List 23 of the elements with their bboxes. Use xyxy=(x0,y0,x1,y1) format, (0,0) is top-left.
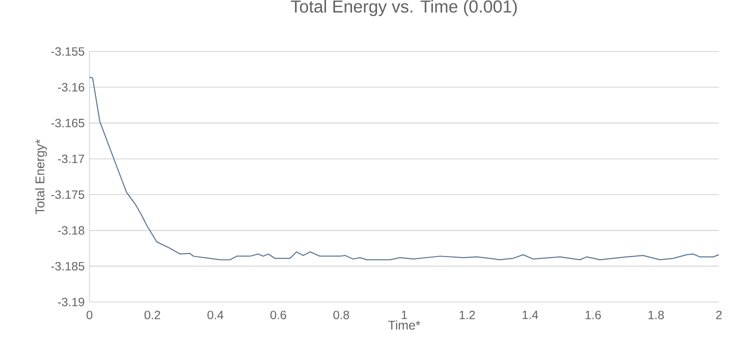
y-tick-label: -3.19 xyxy=(58,298,84,306)
x-tick-label: 1.8 xyxy=(648,310,664,320)
x-tick-label: 0.2 xyxy=(144,310,160,320)
y-tick-label: -3.17 xyxy=(58,154,84,164)
line-series xyxy=(89,76,719,260)
x-tick-label: 0.6 xyxy=(270,310,286,320)
y-tick-label: -3.155 xyxy=(51,47,84,56)
y-tick-label: -3.175 xyxy=(51,190,84,199)
y-axis-title: Total Energy* xyxy=(35,139,47,214)
x-tick-label: 1.4 xyxy=(522,310,538,319)
y-tick-label: -3.16 xyxy=(58,83,84,92)
x-tick-label: 0.8 xyxy=(333,310,350,320)
y-tick-label: -3.185 xyxy=(51,262,84,270)
x-tick-label: 1.6 xyxy=(586,310,601,320)
x-axis-title: Time* xyxy=(388,320,420,330)
x-tick-label: 2 xyxy=(716,310,722,320)
x-tick-label: 0.4 xyxy=(207,310,224,320)
y-tick-label: -3.18 xyxy=(58,226,84,235)
chart-title: Total Energy vs. Time (0.001) xyxy=(290,0,517,16)
x-tick-label: 1 xyxy=(402,310,407,319)
y-tick-label: -3.165 xyxy=(51,118,84,128)
x-tick-label: 1.2 xyxy=(460,310,475,320)
x-tick-label: 0 xyxy=(86,310,92,320)
